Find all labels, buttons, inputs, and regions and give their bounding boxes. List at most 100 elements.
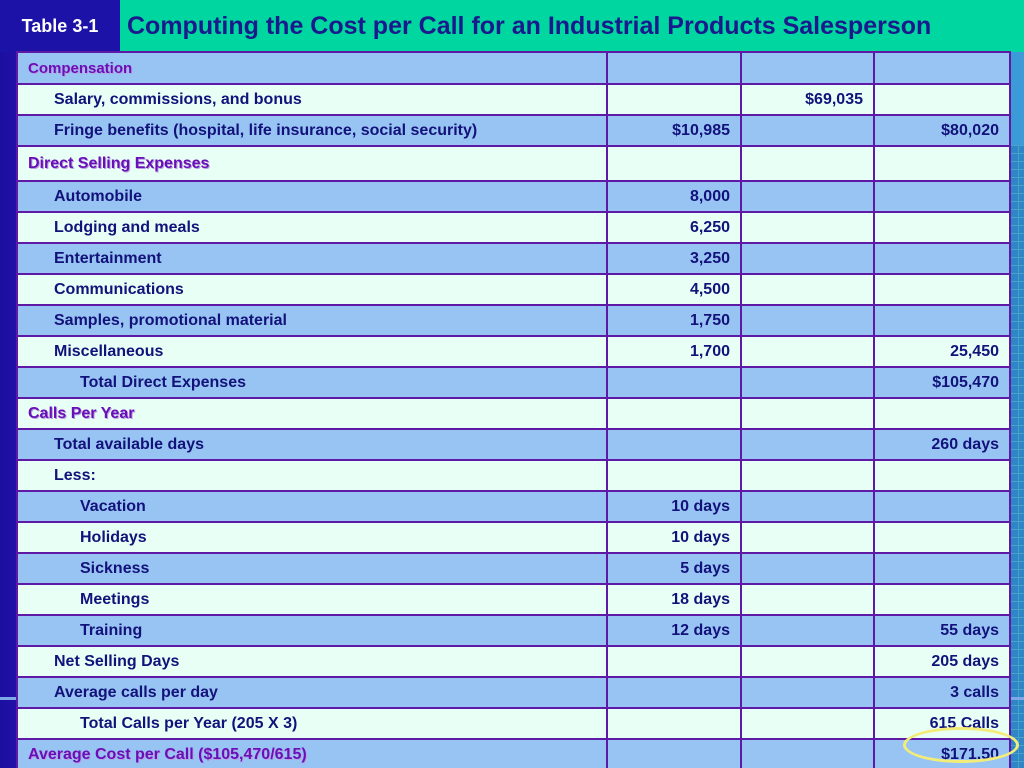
cell-col1: 3,250 (606, 242, 742, 275)
cell-col1: 10 days (606, 521, 742, 554)
table-row-compensation-header: Compensation (16, 51, 1011, 85)
table-row: Average calls per day 3 calls (16, 676, 1011, 709)
cell-col3 (873, 459, 1011, 492)
table-row: Automobile 8,000 (16, 180, 1011, 213)
row-label: Total available days (16, 428, 608, 461)
cell-col1 (606, 83, 742, 116)
cell-col3: 55 days (873, 614, 1011, 647)
section-heading-compensation: Compensation (16, 51, 608, 85)
cell-col3 (873, 273, 1011, 306)
cell-col2 (740, 552, 875, 585)
table-number-tag: Table 3-1 (0, 0, 120, 52)
cell-col1: 8,000 (606, 180, 742, 213)
cell-col3: 205 days (873, 645, 1011, 678)
table-row: Vacation 10 days (16, 490, 1011, 523)
row-label: Lodging and meals (16, 211, 608, 244)
table-row: Communications 4,500 (16, 273, 1011, 306)
cell-col1 (606, 397, 742, 430)
cell-col3: 260 days (873, 428, 1011, 461)
cell-col2 (740, 145, 875, 182)
row-label: Samples, promotional material (16, 304, 608, 337)
cell-col2 (740, 614, 875, 647)
cell-col1: 5 days (606, 552, 742, 585)
row-label: Fringe benefits (hospital, life insuranc… (16, 114, 608, 147)
row-label: Vacation (16, 490, 608, 523)
cell-col3 (873, 211, 1011, 244)
cost-per-call-table: Compensation Salary, commissions, and bo… (16, 51, 1011, 768)
cell-col1 (606, 645, 742, 678)
cell-col3: $105,470 (873, 366, 1011, 399)
row-label: Average calls per day (16, 676, 608, 709)
row-label: Entertainment (16, 242, 608, 275)
cell-col1 (606, 676, 742, 709)
cell-col2 (740, 490, 875, 523)
row-label: Less: (16, 459, 608, 492)
cell-col3 (873, 397, 1011, 430)
row-label: Training (16, 614, 608, 647)
cell-col1 (606, 366, 742, 399)
cell-col3 (873, 521, 1011, 554)
cell-col3: $80,020 (873, 114, 1011, 147)
row-label: Holidays (16, 521, 608, 554)
table-row-calls-per-year-header: Calls Per Year (16, 397, 1011, 430)
page-title: Computing the Cost per Call for an Indus… (127, 11, 932, 40)
table-row: Entertainment 3,250 (16, 242, 1011, 275)
row-label: Sickness (16, 552, 608, 585)
cell-col2 (740, 738, 875, 768)
cell-col2 (740, 114, 875, 147)
cell-col1 (606, 51, 742, 85)
cell-col2 (740, 397, 875, 430)
cell-col2 (740, 645, 875, 678)
section-heading-calls-per-year: Calls Per Year (16, 397, 608, 430)
section-heading-direct-selling-expenses: Direct Selling Expenses (16, 145, 608, 182)
table-row: Sickness 5 days (16, 552, 1011, 585)
cell-col3: 615 Calls (873, 707, 1011, 740)
cell-col3 (873, 304, 1011, 337)
cell-col1: 12 days (606, 614, 742, 647)
cell-col1: 6,250 (606, 211, 742, 244)
cell-col1 (606, 428, 742, 461)
cell-col1: 4,500 (606, 273, 742, 306)
cell-col3: 25,450 (873, 335, 1011, 368)
table-row: Samples, promotional material 1,750 (16, 304, 1011, 337)
cell-col3-result: $171.50 (873, 738, 1011, 768)
table-row: Meetings 18 days (16, 583, 1011, 616)
table-row: Fringe benefits (hospital, life insuranc… (16, 114, 1011, 147)
table-row-average-cost-per-call: Average Cost per Call ($105,470/615) $17… (16, 738, 1011, 768)
cell-col2 (740, 366, 875, 399)
table-row: Lodging and meals 6,250 (16, 211, 1011, 244)
cell-col2 (740, 180, 875, 213)
cell-col3 (873, 552, 1011, 585)
table-row: Total available days 260 days (16, 428, 1011, 461)
cell-col2 (740, 304, 875, 337)
table-row-direct-selling-header: Direct Selling Expenses (16, 145, 1011, 182)
cell-col1 (606, 459, 742, 492)
cell-col3 (873, 83, 1011, 116)
cell-col1: 1,750 (606, 304, 742, 337)
table-row: Salary, commissions, and bonus $69,035 (16, 83, 1011, 116)
cell-col2 (740, 707, 875, 740)
cell-col2 (740, 676, 875, 709)
cell-col1: 10 days (606, 490, 742, 523)
cell-col2 (740, 459, 875, 492)
row-label: Total Direct Expenses (16, 366, 608, 399)
table-row: Less: (16, 459, 1011, 492)
cell-col2 (740, 583, 875, 616)
cell-col2 (740, 51, 875, 85)
row-label: Salary, commissions, and bonus (16, 83, 608, 116)
row-label: Net Selling Days (16, 645, 608, 678)
cell-col2 (740, 211, 875, 244)
table-row: Total Calls per Year (205 X 3) 615 Calls (16, 707, 1011, 740)
cell-col1: $10,985 (606, 114, 742, 147)
table-row: Net Selling Days 205 days (16, 645, 1011, 678)
table-row: Miscellaneous 1,700 25,450 (16, 335, 1011, 368)
cell-col3 (873, 490, 1011, 523)
cell-col2 (740, 273, 875, 306)
cell-col2: $69,035 (740, 83, 875, 116)
cell-col3 (873, 145, 1011, 182)
row-label: Automobile (16, 180, 608, 213)
table-row: Holidays 10 days (16, 521, 1011, 554)
section-heading-average-cost-per-call: Average Cost per Call ($105,470/615) (16, 738, 608, 768)
cell-col3 (873, 242, 1011, 275)
cell-col1: 1,700 (606, 335, 742, 368)
